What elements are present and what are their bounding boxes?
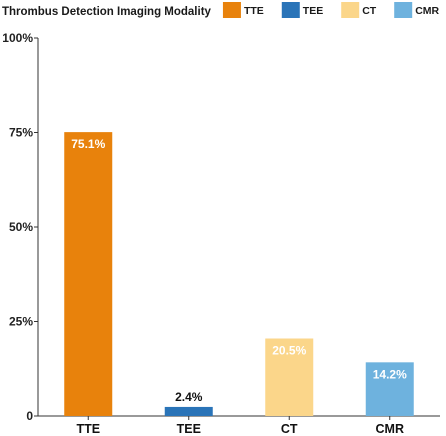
legend-label-tte: TTE xyxy=(244,5,264,17)
x-labels: TTE TEE CT CMR xyxy=(76,416,404,436)
legend-key-ct xyxy=(341,2,360,18)
y-tick-label: 100% xyxy=(2,31,33,45)
y-tick-label: 50% xyxy=(9,220,33,234)
x-tick-label: CT xyxy=(281,422,298,436)
legend-label-cmr: CMR xyxy=(415,5,439,17)
legend-key-tee xyxy=(281,2,300,18)
legend-label-tee: TEE xyxy=(303,5,323,17)
x-tick-label: TTE xyxy=(76,422,100,436)
x-tick-label: CMR xyxy=(376,422,404,436)
legend-label-ct: CT xyxy=(362,5,377,17)
data-label-ct: 20.5% xyxy=(272,344,306,358)
y-tick-label: 0 xyxy=(26,409,33,423)
bars: 75.1% 2.4% 20.5% 14.2% xyxy=(64,132,414,416)
data-label-tte: 75.1% xyxy=(71,137,105,151)
y-ticks: 0 25% 50% 75% 100% xyxy=(2,31,38,423)
bar-cmr xyxy=(365,362,414,416)
legend-title: Thrombus Detection Imaging Modality xyxy=(2,6,212,18)
bar-ct xyxy=(265,338,314,416)
data-label-cmr: 14.2% xyxy=(373,367,407,381)
bar-tte xyxy=(64,132,113,416)
x-tick-label: TEE xyxy=(177,422,201,436)
y-tick-label: 25% xyxy=(9,315,33,329)
legend-key-cmr xyxy=(394,2,413,18)
y-tick-label: 75% xyxy=(9,126,33,140)
legend-key-tte xyxy=(222,2,241,18)
legend: Thrombus Detection Imaging Modality TTE T… xyxy=(2,2,440,18)
data-label-tee: 2.4% xyxy=(175,390,203,404)
bar-tee xyxy=(164,406,213,416)
